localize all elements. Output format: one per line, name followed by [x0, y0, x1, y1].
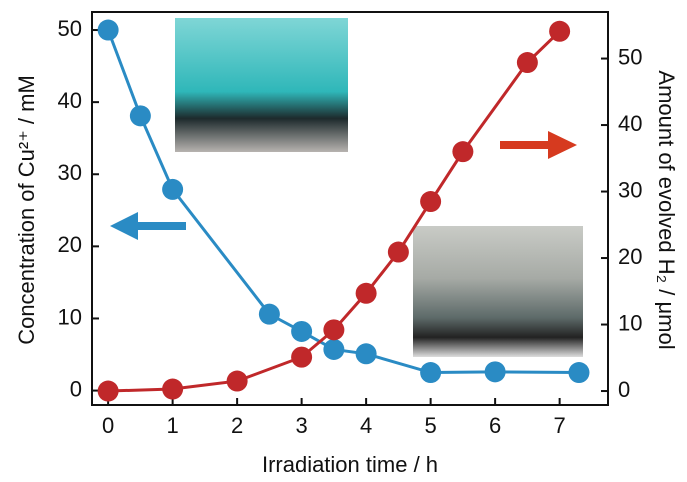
- arrow-right: [500, 131, 577, 159]
- photo-after: [413, 226, 583, 357]
- arrow-left: [110, 212, 186, 240]
- y2-tick-label: 10: [618, 310, 642, 335]
- x-tick-label: 5: [425, 413, 437, 438]
- data-point: [452, 141, 473, 162]
- chart: Irradiation time / h Concentration of Cu…: [0, 0, 687, 482]
- data-point: [323, 339, 344, 360]
- y-axis-label: Concentration of Cu²⁺ / mM: [14, 75, 39, 345]
- data-point: [420, 191, 441, 212]
- y2-axis-label: Amount of evolved H₂ / μmol: [654, 70, 679, 349]
- data-point: [162, 379, 183, 400]
- y-tick-label: 30: [58, 160, 82, 185]
- data-point: [259, 304, 280, 325]
- y2-tick-label: 50: [618, 44, 642, 69]
- y2-tick-label: 20: [618, 244, 642, 269]
- x-tick-label: 4: [360, 413, 372, 438]
- data-point: [388, 242, 409, 263]
- x-tick-label: 3: [296, 413, 308, 438]
- x-tick-label: 0: [102, 413, 114, 438]
- x-tick-label: 7: [554, 413, 566, 438]
- y-tick-label: 20: [58, 232, 82, 257]
- x-axis-label: Irradiation time / h: [262, 452, 438, 477]
- photo-before: [175, 18, 348, 152]
- y2-tick-label: 40: [618, 111, 642, 136]
- y-tick-label: 10: [58, 304, 82, 329]
- data-point: [323, 319, 344, 340]
- data-point: [162, 179, 183, 200]
- data-point: [420, 362, 441, 383]
- y-tick-label: 40: [58, 88, 82, 113]
- data-point: [517, 52, 538, 73]
- data-point: [356, 283, 377, 304]
- data-point: [291, 347, 312, 368]
- data-point: [568, 362, 589, 383]
- data-point: [98, 381, 119, 402]
- y2-tick-label: 30: [618, 177, 642, 202]
- data-point: [227, 371, 248, 392]
- y2-tick-label: 0: [618, 377, 630, 402]
- data-point: [356, 343, 377, 364]
- y-tick-label: 50: [58, 16, 82, 41]
- x-tick-label: 1: [167, 413, 179, 438]
- y-tick-label: 0: [70, 376, 82, 401]
- data-point: [549, 21, 570, 42]
- data-point: [98, 20, 119, 41]
- data-point: [291, 321, 312, 342]
- x-tick-label: 6: [489, 413, 501, 438]
- data-point: [130, 105, 151, 126]
- data-point: [485, 361, 506, 382]
- x-tick-label: 2: [231, 413, 243, 438]
